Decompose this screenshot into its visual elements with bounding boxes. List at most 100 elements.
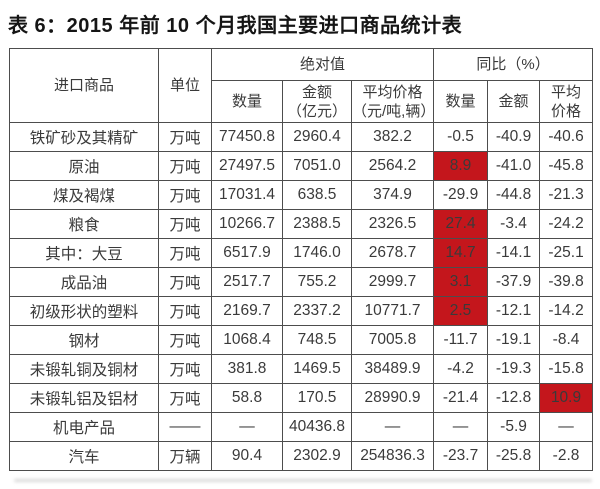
qty-cell: 2517.7 bbox=[211, 267, 283, 297]
avg-price-cell: 7005.8 bbox=[350, 325, 435, 355]
commodity-cell: 机电产品 bbox=[9, 412, 159, 442]
header-abs-price-line2: （元/吨,辆） bbox=[352, 102, 434, 120]
qty-cell: 381.8 bbox=[211, 354, 283, 384]
avg-price-cell: 28990.9 bbox=[350, 383, 435, 413]
commodity-cell: 未锻轧铜及铜材 bbox=[9, 354, 159, 384]
header-yoy-group: 同比（%） bbox=[433, 48, 594, 81]
header-abs-amount-line1: 金额 bbox=[301, 83, 332, 101]
yoy-amount-cell: -41.0 bbox=[487, 151, 541, 181]
commodity-cell: 粮食 bbox=[9, 209, 159, 239]
yoy-price-cell: -25.1 bbox=[539, 238, 594, 268]
yoy-price-cell: -21.3 bbox=[539, 180, 594, 210]
import-stats-table: 进口商品 单位 绝对值 同比（%） 数量 金额 （亿元） 平均价格 （元/吨,辆… bbox=[9, 48, 594, 471]
unit-cell: 万吨 bbox=[158, 122, 212, 152]
commodity-cell: 煤及褐煤 bbox=[9, 180, 159, 210]
amount-cell: 2388.5 bbox=[282, 209, 352, 239]
amount-cell: 2302.9 bbox=[282, 441, 352, 471]
header-commodity: 进口商品 bbox=[9, 48, 159, 123]
commodity-cell: 初级形状的塑料 bbox=[9, 296, 159, 326]
yoy-qty-cell: 2.5 bbox=[433, 296, 489, 326]
yoy-amount-cell: -12.1 bbox=[487, 296, 541, 326]
yoy-qty-cell: 8.9 bbox=[433, 151, 489, 181]
yoy-qty-cell: -23.7 bbox=[433, 441, 489, 471]
header-abs-price: 平均价格 （元/吨,辆） bbox=[350, 80, 435, 123]
commodity-cell: 未锻轧铝及铝材 bbox=[9, 383, 159, 413]
qty-cell: 90.4 bbox=[211, 441, 283, 471]
yoy-amount-cell: -5.9 bbox=[487, 412, 541, 442]
commodity-cell: 汽车 bbox=[9, 441, 159, 471]
header-yoy-price: 平均 价格 bbox=[539, 80, 594, 123]
qty-cell: 17031.4 bbox=[211, 180, 283, 210]
table-row: 汽车 万辆 90.4 2302.9 254836.3 -23.7 -25.8 -… bbox=[9, 441, 594, 471]
table-row: 未锻轧铜及铜材 万吨 381.8 1469.5 38489.9 -4.2 -19… bbox=[9, 354, 594, 384]
commodity-cell: 原油 bbox=[9, 151, 159, 181]
yoy-amount-cell: -44.8 bbox=[487, 180, 541, 210]
yoy-qty-cell: -11.7 bbox=[433, 325, 489, 355]
yoy-price-cell: -45.8 bbox=[539, 151, 594, 181]
table-row: 其中：大豆 万吨 6517.9 1746.0 2678.7 14.7 -14.1… bbox=[9, 238, 594, 268]
header-unit: 单位 bbox=[158, 48, 212, 123]
yoy-amount-cell: -19.1 bbox=[487, 325, 541, 355]
yoy-amount-cell: -25.8 bbox=[487, 441, 541, 471]
amount-cell: 170.5 bbox=[282, 383, 352, 413]
amount-cell: 1746.0 bbox=[282, 238, 352, 268]
yoy-qty-cell: 27.4 bbox=[433, 209, 489, 239]
table-header: 进口商品 单位 绝对值 同比（%） 数量 金额 （亿元） 平均价格 （元/吨,辆… bbox=[9, 48, 594, 123]
qty-cell: 1068.4 bbox=[211, 325, 283, 355]
page: 表 6：2015 年前 10 个月我国主要进口商品统计表 进口商品 单位 绝对值… bbox=[0, 9, 600, 489]
qty-cell: 77450.8 bbox=[211, 122, 283, 152]
qty-cell: 2169.7 bbox=[211, 296, 283, 326]
header-abs-qty: 数量 bbox=[211, 80, 283, 123]
amount-cell: 1469.5 bbox=[282, 354, 352, 384]
header-abs-amount-line2: （亿元） bbox=[286, 102, 347, 120]
avg-price-cell: 2326.5 bbox=[350, 209, 435, 239]
unit-cell: 万吨 bbox=[158, 180, 212, 210]
header-yoy-price-line1: 平均 bbox=[551, 83, 582, 101]
qty-cell: 6517.9 bbox=[211, 238, 283, 268]
avg-price-cell: 374.9 bbox=[350, 180, 435, 210]
commodity-cell: 钢材 bbox=[9, 325, 159, 355]
amount-cell: 2960.4 bbox=[282, 122, 352, 152]
qty-cell: 27497.5 bbox=[211, 151, 283, 181]
yoy-qty-cell: -0.5 bbox=[433, 122, 489, 152]
table-row: 粮食 万吨 10266.7 2388.5 2326.5 27.4 -3.4 -2… bbox=[9, 209, 594, 239]
yoy-qty-cell: 3.1 bbox=[433, 267, 489, 297]
avg-price-cell: — bbox=[350, 412, 435, 442]
qty-cell: 10266.7 bbox=[211, 209, 283, 239]
table-row: 钢材 万吨 1068.4 748.5 7005.8 -11.7 -19.1 -8… bbox=[9, 325, 594, 355]
yoy-price-cell: — bbox=[539, 412, 594, 442]
avg-price-cell: 382.2 bbox=[350, 122, 435, 152]
amount-cell: 7051.0 bbox=[282, 151, 352, 181]
bottom-shadow-line bbox=[14, 479, 592, 482]
qty-cell: 58.8 bbox=[211, 383, 283, 413]
unit-cell: 万吨 bbox=[158, 267, 212, 297]
yoy-price-cell: -24.2 bbox=[539, 209, 594, 239]
table-row: 初级形状的塑料 万吨 2169.7 2337.2 10771.7 2.5 -12… bbox=[9, 296, 594, 326]
yoy-price-cell: -40.6 bbox=[539, 122, 594, 152]
header-yoy-price-line2: 价格 bbox=[551, 102, 582, 120]
unit-cell: 万吨 bbox=[158, 383, 212, 413]
table-row: 原油 万吨 27497.5 7051.0 2564.2 8.9 -41.0 -4… bbox=[9, 151, 594, 181]
yoy-amount-cell: -19.3 bbox=[487, 354, 541, 384]
avg-price-cell: 2999.7 bbox=[350, 267, 435, 297]
yoy-price-cell: -14.2 bbox=[539, 296, 594, 326]
header-yoy-qty: 数量 bbox=[433, 80, 489, 123]
commodity-cell: 成品油 bbox=[9, 267, 159, 297]
avg-price-cell: 2678.7 bbox=[350, 238, 435, 268]
avg-price-cell: 38489.9 bbox=[350, 354, 435, 384]
yoy-price-cell: 10.9 bbox=[539, 383, 594, 413]
yoy-qty-cell: — bbox=[433, 412, 489, 442]
yoy-price-cell: -15.8 bbox=[539, 354, 594, 384]
header-abs-amount: 金额 （亿元） bbox=[282, 80, 352, 123]
table-body: 铁矿砂及其精矿 万吨 77450.8 2960.4 382.2 -0.5 -40… bbox=[9, 122, 594, 471]
header-absolute-group: 绝对值 bbox=[210, 48, 435, 81]
unit-cell: 万吨 bbox=[158, 296, 212, 326]
commodity-cell: 其中：大豆 bbox=[9, 238, 159, 268]
yoy-amount-cell: -40.9 bbox=[487, 122, 541, 152]
avg-price-cell: 254836.3 bbox=[350, 441, 435, 471]
yoy-qty-cell: 14.7 bbox=[433, 238, 489, 268]
table-row: 铁矿砂及其精矿 万吨 77450.8 2960.4 382.2 -0.5 -40… bbox=[9, 122, 594, 152]
yoy-price-cell: -8.4 bbox=[539, 325, 594, 355]
yoy-qty-cell: -21.4 bbox=[433, 383, 489, 413]
yoy-price-cell: -39.8 bbox=[539, 267, 594, 297]
